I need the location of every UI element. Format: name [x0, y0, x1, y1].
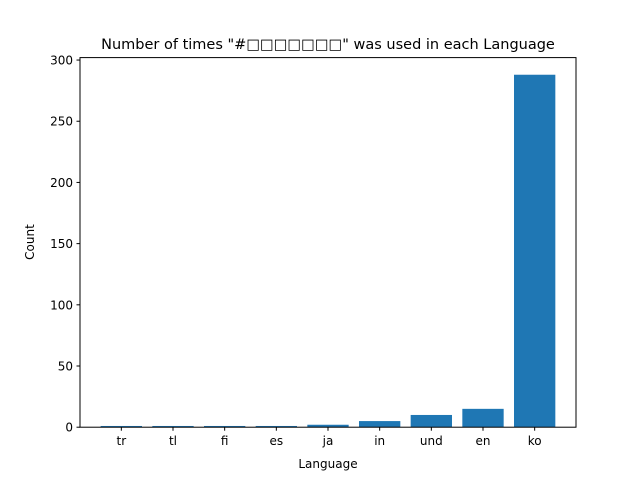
bar-es [255, 425, 297, 428]
y-axis-ticks: 0 50 100 150 200 250 300 [50, 54, 80, 435]
y-tick-label: 150 [50, 237, 73, 251]
bars [100, 74, 556, 428]
y-tick-label: 100 [50, 298, 73, 312]
y-tick-label: 0 [65, 421, 73, 435]
x-tick-label: tl [169, 434, 177, 448]
bar-ja [307, 424, 349, 428]
bar-tr [100, 425, 142, 428]
bar-ko [514, 74, 556, 428]
bar-und [410, 414, 452, 428]
x-tick-label: und [420, 434, 443, 448]
x-tick-label: tr [117, 434, 127, 448]
x-tick-label: fi [221, 434, 229, 448]
chart-title: Number of times "#□□□□□□□" was used in e… [101, 37, 555, 53]
x-tick-label: en [476, 434, 491, 448]
plot-frame [79, 57, 577, 428]
bar-tl [152, 425, 194, 428]
y-tick-label: 50 [58, 360, 73, 374]
y-tick-label: 300 [50, 54, 73, 68]
x-tick-label: es [270, 434, 284, 448]
x-tick-label: ko [528, 434, 542, 448]
x-axis-label: Language [298, 457, 357, 471]
bar-in [359, 421, 401, 428]
y-tick-label: 200 [50, 176, 73, 190]
x-tick-label: ja [322, 434, 334, 448]
x-tick-label: in [374, 434, 385, 448]
y-tick-label: 250 [50, 115, 73, 129]
y-axis-label: Count [23, 224, 37, 260]
bar-fi [204, 425, 246, 428]
x-axis-ticks: tr tl fi es ja in und en ko [117, 427, 542, 448]
bar-en [462, 408, 504, 428]
